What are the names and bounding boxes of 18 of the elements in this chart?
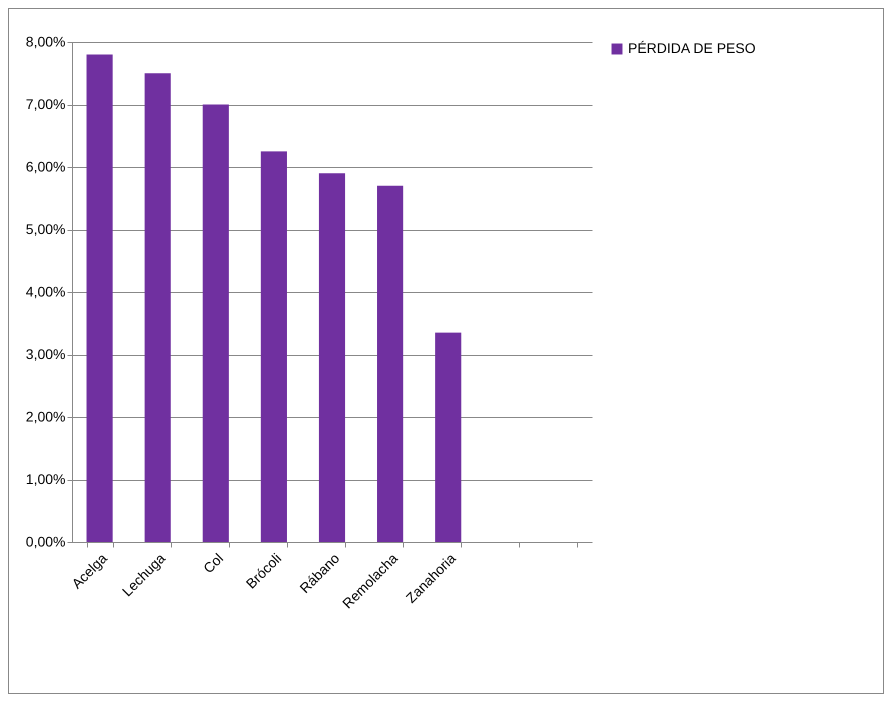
y-tick-label: 0,00% [26, 534, 66, 550]
y-tick-label: 6,00% [26, 158, 66, 174]
y-tick-label: 3,00% [26, 346, 66, 362]
bar [435, 332, 462, 542]
bar [202, 104, 229, 542]
bar [86, 54, 113, 542]
x-tick-label: Col [200, 550, 226, 576]
y-tick-label: 7,00% [26, 96, 66, 112]
y-tick-label: 5,00% [26, 221, 66, 237]
legend-label: PÉRDIDA DE PESO [628, 40, 756, 56]
y-tick-label: 2,00% [26, 408, 66, 424]
bar [318, 173, 346, 542]
bar [377, 186, 404, 542]
bar [144, 73, 171, 542]
bar [260, 151, 287, 542]
y-tick-label: 1,00% [26, 471, 66, 487]
y-tick-label: 8,00% [26, 34, 66, 50]
y-tick-label: 4,00% [26, 284, 66, 300]
